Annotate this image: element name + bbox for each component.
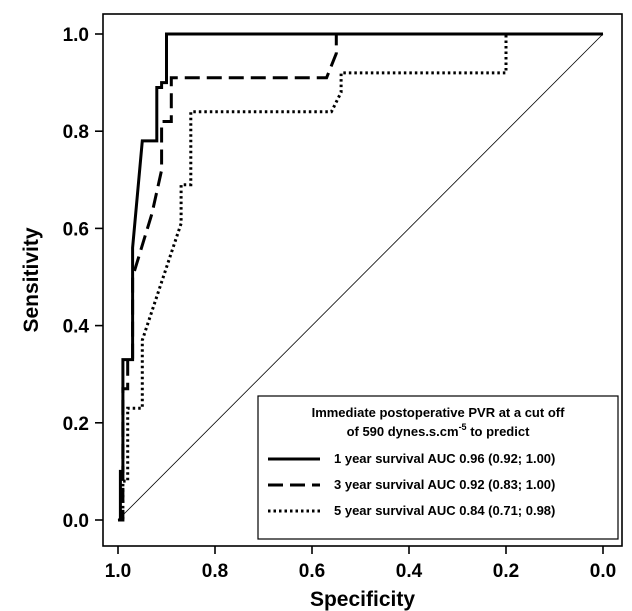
x-tick-label: 0.6	[299, 561, 325, 582]
x-axis: 1.0 0.8 0.6 0.4 0.2 0.0	[105, 546, 616, 582]
legend-entries: 1 year survival AUC 0.96 (0.92; 1.00) 3 y…	[268, 451, 555, 518]
legend: Immediate postoperative PVR at a cut off…	[257, 395, 619, 540]
x-tick-label: 0.0	[590, 561, 616, 582]
reference-diagonal	[117, 33, 604, 521]
legend-subtitle-suffix: to predict	[467, 424, 531, 439]
y-tick-label: 0.2	[63, 414, 89, 435]
legend-subtitle-prefix: of 590 dynes.s.cm	[347, 424, 459, 439]
series-line-1	[118, 32, 603, 522]
legend-label-2: 3 year survival AUC 0.92 (0.83; 1.00)	[334, 477, 555, 492]
legend-label-3: 5 year survival AUC 0.84 (0.71; 0.98)	[334, 503, 555, 518]
y-tick-label: 0.4	[63, 317, 90, 338]
legend-subtitle-superscript: -5	[459, 422, 467, 432]
y-tick-label: 1.0	[63, 25, 89, 46]
series-line-2	[118, 32, 603, 522]
y-tick-label: 0.0	[63, 511, 89, 532]
x-axis-title: Specificity	[310, 588, 415, 611]
y-tick-label: 0.6	[63, 219, 89, 240]
x-tick-label: 0.2	[493, 561, 519, 582]
x-tick-label: 1.0	[105, 561, 131, 582]
y-tick-label: 0.8	[63, 122, 89, 143]
legend-subtitle: of 590 dynes.s.cm-5 to predict	[347, 422, 531, 439]
y-axis-title: Sensitivity	[20, 227, 43, 332]
plot-frame	[102, 13, 623, 547]
legend-box	[257, 395, 619, 540]
legend-label-1: 1 year survival AUC 0.96 (0.92; 1.00)	[334, 451, 555, 466]
x-tick-label: 0.8	[202, 561, 228, 582]
y-axis: 0.0 0.2 0.4 0.6 0.8 1.0	[63, 25, 103, 532]
legend-title: Immediate postoperative PVR at a cut off	[312, 405, 566, 420]
series-layer	[118, 32, 603, 522]
x-tick-label: 0.4	[396, 561, 423, 582]
